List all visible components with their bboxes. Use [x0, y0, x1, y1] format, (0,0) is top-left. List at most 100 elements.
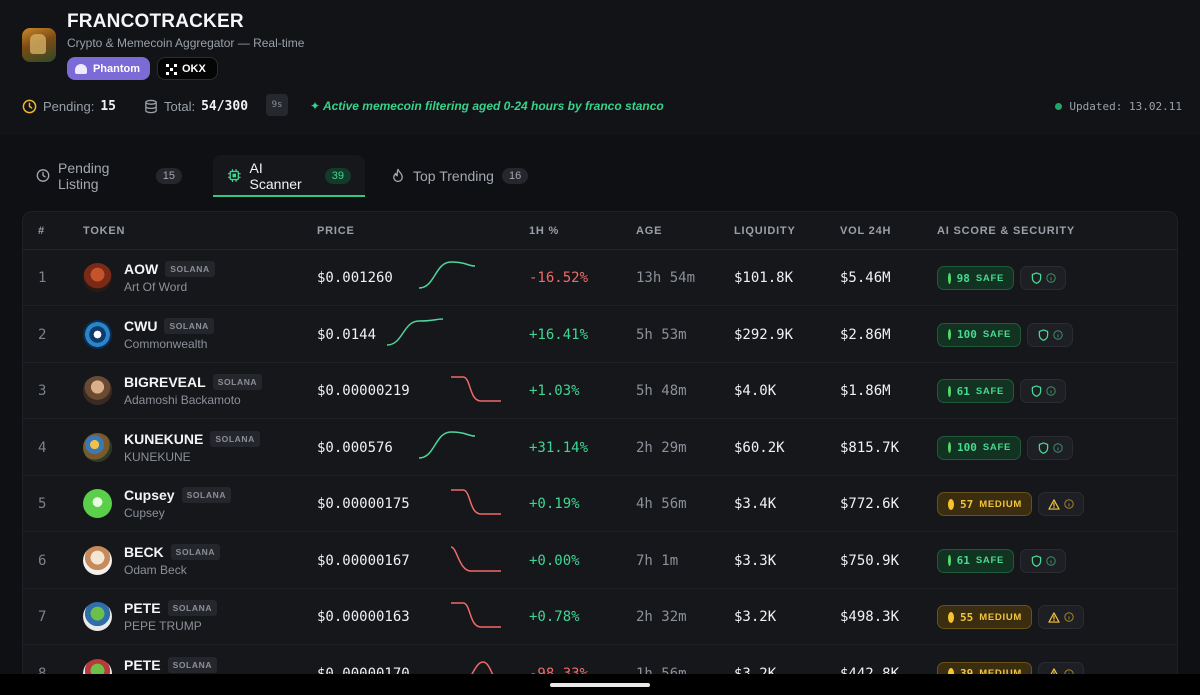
score-dot-icon — [948, 668, 955, 679]
token-symbol-wrap[interactable]: CWU SOLANA — [124, 317, 214, 334]
phantom-wallet-button[interactable]: Phantom — [67, 57, 150, 80]
table-row[interactable]: 7 PETE SOLANA PEPE TRUMP $0.00000163 +0.78% 2h… — [23, 589, 1177, 645]
col-change[interactable]: 1H % — [529, 225, 560, 237]
score-dot-icon — [948, 385, 951, 397]
chain-badge: SOLANA — [210, 430, 260, 447]
token-symbol-wrap[interactable]: AOW SOLANA — [124, 261, 215, 277]
ai-score-badge[interactable]: 100 SAFE — [937, 322, 1021, 347]
warning-icon — [1048, 498, 1060, 510]
shield-icon — [1038, 328, 1048, 341]
sparkline-path — [450, 545, 501, 572]
info-icon — [1045, 555, 1056, 566]
chain-badge: SOLANA — [181, 487, 232, 503]
clock-icon — [36, 169, 50, 182]
ai-score: 57 — [960, 497, 974, 511]
status-bar: Pending: 15 Total: 54/300 9s ✦ Active me… — [22, 94, 1182, 117]
token-avatar — [83, 432, 112, 462]
security-check-button[interactable] — [1038, 605, 1084, 629]
row-index: 6 — [38, 552, 47, 569]
token-symbol-wrap[interactable]: Cupsey SOLANA — [124, 487, 232, 503]
sparkline-path — [418, 430, 476, 459]
token-symbol-wrap[interactable]: PETE SOLANA — [124, 656, 218, 673]
security-check-button[interactable] — [1027, 322, 1073, 347]
ai-score-badge[interactable]: 55 MEDIUM — [937, 605, 1032, 629]
tab-top-trending[interactable]: Top Trending 16 — [377, 155, 543, 196]
col-index: # — [38, 225, 45, 237]
refresh-timer[interactable]: 9s — [266, 94, 288, 116]
tab-pending-listing[interactable]: Pending Listing 15 — [22, 155, 196, 196]
token-age: 5h 53m — [636, 326, 687, 343]
ai-score-badge[interactable]: 100 SAFE — [937, 435, 1021, 460]
token-symbol: BIGREVEAL — [124, 374, 206, 390]
info-icon — [1052, 442, 1063, 453]
tab-label: Top Trending — [413, 167, 494, 184]
token-symbol: CWU — [124, 317, 158, 334]
token-symbol: KUNEKUNE — [124, 430, 204, 447]
security-check-button[interactable] — [1020, 266, 1066, 290]
chain-badge: SOLANA — [165, 261, 215, 277]
security-check-button[interactable] — [1020, 379, 1066, 403]
col-price[interactable]: PRICE — [317, 225, 355, 237]
table-row[interactable]: 1 AOW SOLANA Art Of Word $0.001260 -16.52% 13h… — [23, 250, 1177, 306]
tab-ai-scanner[interactable]: AI Scanner 39 — [213, 155, 365, 197]
ai-score-badge[interactable]: 57 MEDIUM — [937, 492, 1032, 516]
row-index: 4 — [38, 439, 47, 456]
token-symbol: PETE — [124, 656, 161, 673]
phantom-label: Phantom — [92, 62, 140, 75]
table-row[interactable]: 4 KUNEKUNE SOLANA KUNEKUNE $0.000576 +31.14% 2… — [23, 420, 1177, 476]
score-dot-icon — [948, 272, 951, 284]
token-name: KUNEKUNE — [124, 449, 191, 464]
flame-icon — [393, 168, 403, 183]
ai-rating: SAFE — [975, 385, 1004, 397]
app-title: FRANCOTRACKER — [67, 11, 244, 32]
price-sparkline — [451, 602, 501, 628]
ai-score-badge[interactable]: 98 SAFE — [937, 266, 1014, 290]
pending-value: 15 — [100, 98, 116, 114]
tab-bar: Pending Listing 15 AI Scanner 39 Top Tre… — [22, 155, 543, 197]
token-symbol-wrap[interactable]: BECK SOLANA — [124, 543, 221, 560]
price-sparkline — [451, 376, 501, 402]
info-icon — [1045, 273, 1056, 283]
security-check-button[interactable] — [1038, 492, 1084, 516]
score-dot-icon — [948, 611, 955, 623]
token-avatar — [83, 489, 112, 518]
row-index: 8 — [38, 666, 46, 682]
token-symbol: PETE — [124, 600, 161, 616]
col-age[interactable]: AGE — [636, 225, 663, 237]
change-1h: +0.00% — [529, 552, 580, 569]
price-sparkline — [450, 545, 501, 572]
price-sparkline — [418, 430, 476, 459]
sparkline-path — [418, 261, 476, 289]
token-symbol: AOW — [124, 261, 159, 277]
token-symbol-wrap[interactable]: KUNEKUNE SOLANA — [124, 430, 260, 447]
table-row[interactable]: 3 BIGREVEAL SOLANA Adamoshi Backamoto $0.000… — [23, 363, 1177, 419]
security-check-button[interactable] — [1027, 435, 1073, 460]
table-row[interactable]: 6 BECK SOLANA Odam Beck $0.00000167 +0.00% 7h … — [23, 533, 1177, 589]
price-sparkline — [386, 317, 444, 346]
token-liquidity: $60.2K — [734, 439, 785, 456]
col-volume[interactable]: VOL 24H — [840, 225, 892, 237]
row-index: 5 — [38, 496, 47, 512]
token-name: Adamoshi Backamoto — [124, 393, 241, 407]
token-symbol-wrap[interactable]: PETE SOLANA — [124, 600, 218, 616]
col-liquidity[interactable]: LIQUIDITY — [734, 225, 796, 237]
col-token[interactable]: TOKEN — [83, 225, 126, 237]
change-1h: +0.78% — [529, 609, 580, 625]
score-dot-icon — [948, 555, 951, 566]
col-ai-score[interactable]: AI SCORE & SECURITY — [937, 225, 1076, 237]
token-volume: $1.86M — [840, 383, 891, 399]
token-symbol-wrap[interactable]: BIGREVEAL SOLANA — [124, 374, 263, 390]
okx-wallet-button[interactable]: OKX — [157, 57, 218, 80]
token-volume: $2.86M — [840, 326, 891, 343]
token-avatar — [83, 545, 112, 575]
ai-score-badge[interactable]: 61 SAFE — [937, 548, 1014, 573]
security-check-button[interactable] — [1020, 548, 1066, 573]
table-row[interactable]: 5 Cupsey SOLANA Cupsey $0.00000175 +0.19% 4h 5… — [23, 476, 1177, 532]
home-indicator[interactable] — [550, 683, 650, 687]
total-value: 54/300 — [201, 98, 249, 114]
token-liquidity: $3.4K — [734, 496, 777, 512]
ai-score-badge[interactable]: 61 SAFE — [937, 379, 1014, 403]
app-header: FRANCOTRACKER Crypto & Memecoin Aggregat… — [0, 0, 1200, 135]
table-row[interactable]: 2 CWU SOLANA Commonwealth $0.0144 +16.41% 5h 5… — [23, 307, 1177, 363]
ai-score: 100 — [956, 328, 977, 341]
